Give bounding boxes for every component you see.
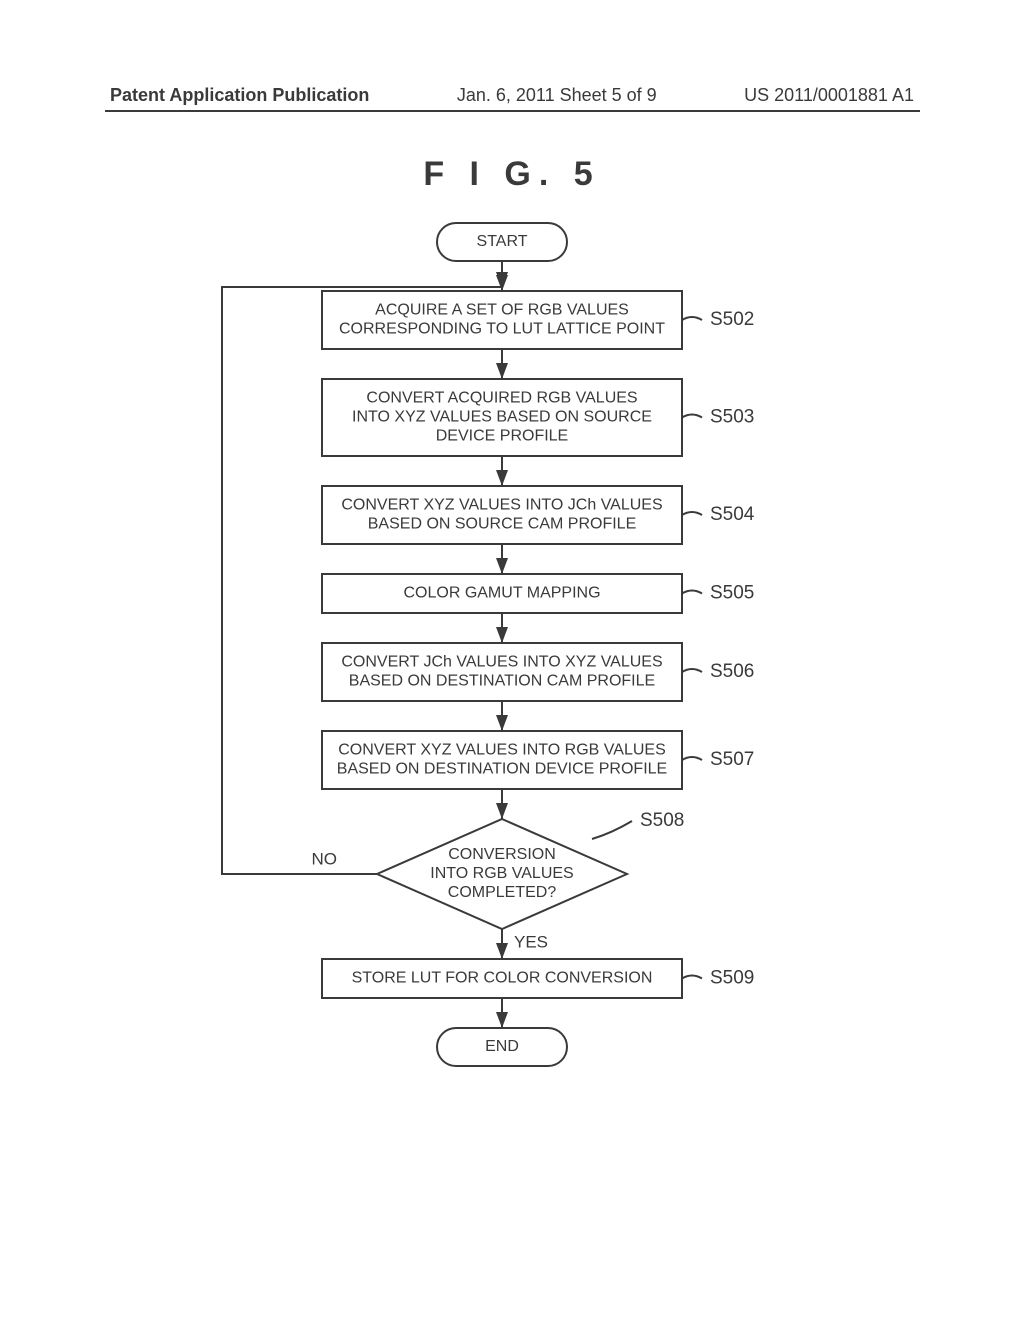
svg-text:STORE LUT FOR COLOR CONVERSION: STORE LUT FOR COLOR CONVERSION [352, 970, 653, 987]
flowchart: START ACQUIRE A SET OF RGB VALUES CORRESPO… [132, 212, 892, 1272]
svg-text:CORRESPONDING TO LUT LATTICE P: CORRESPONDING TO LUT LATTICE POINT [339, 321, 665, 338]
svg-text:CONVERT XYZ VALUES INTO JCh VA: CONVERT XYZ VALUES INTO JCh VALUES [341, 497, 662, 514]
svg-text:ACQUIRE A SET OF RGB VALUES: ACQUIRE A SET OF RGB VALUES [375, 302, 629, 319]
start-terminal-label: START [477, 233, 528, 250]
svg-text:INTO RGB VALUES: INTO RGB VALUES [430, 865, 573, 882]
svg-text:S509: S509 [710, 968, 754, 989]
page-header: Patent Application Publication Jan. 6, 2… [0, 85, 1024, 106]
svg-text:CONVERT JCh VALUES INTO XYZ VA: CONVERT JCh VALUES INTO XYZ VALUES [341, 654, 662, 671]
svg-text:S507: S507 [710, 749, 754, 770]
svg-text:COLOR GAMUT MAPPING: COLOR GAMUT MAPPING [403, 585, 600, 602]
figure-title: F I G. 5 [0, 155, 1024, 194]
svg-text:S505: S505 [710, 583, 754, 604]
svg-text:S508: S508 [640, 810, 684, 831]
svg-text:CONVERT XYZ VALUES INTO RGB VA: CONVERT XYZ VALUES INTO RGB VALUES [338, 742, 666, 759]
svg-text:CONVERT ACQUIRED RGB VALUES: CONVERT ACQUIRED RGB VALUES [366, 390, 637, 407]
svg-text:BASED ON DESTINATION DEVICE PR: BASED ON DESTINATION DEVICE PROFILE [337, 761, 667, 778]
figure-container: F I G. 5 START ACQUIRE A SET OF RGB VALUE… [0, 155, 1024, 1272]
svg-text:S504: S504 [710, 504, 755, 525]
svg-text:CONVERSION: CONVERSION [448, 846, 556, 863]
svg-text:BASED ON DESTINATION CAM PROFI: BASED ON DESTINATION CAM PROFILE [349, 673, 655, 690]
svg-text:S506: S506 [710, 661, 754, 682]
header-left: Patent Application Publication [110, 85, 369, 106]
header-rule [105, 110, 920, 112]
svg-text:COMPLETED?: COMPLETED? [448, 884, 557, 901]
header-center: Jan. 6, 2011 Sheet 5 of 9 [457, 85, 657, 106]
edge-no-label: NO [312, 849, 338, 868]
header-right: US 2011/0001881 A1 [744, 85, 914, 106]
end-terminal-label: END [485, 1038, 519, 1055]
svg-text:BASED ON SOURCE CAM PROFILE: BASED ON SOURCE CAM PROFILE [368, 516, 637, 533]
svg-text:DEVICE PROFILE: DEVICE PROFILE [436, 428, 568, 445]
svg-text:S502: S502 [710, 309, 754, 330]
svg-text:S503: S503 [710, 407, 754, 428]
svg-text:INTO XYZ VALUES BASED ON SOURC: INTO XYZ VALUES BASED ON SOURCE [352, 409, 652, 426]
edge-yes-label: YES [514, 932, 548, 951]
